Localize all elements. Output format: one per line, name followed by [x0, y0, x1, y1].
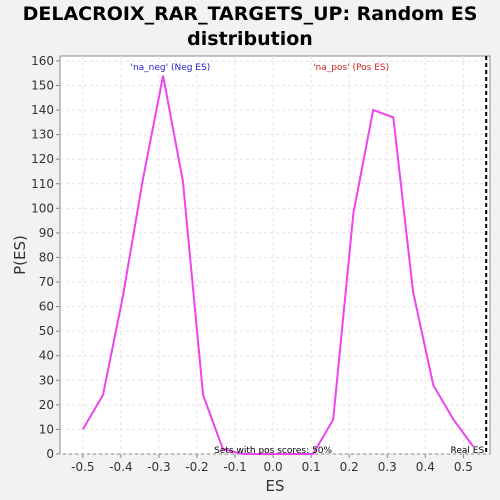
y-axis-ticks: 0 10 20 30 40 50 60 70 80 90 100 110 120 130 140 150 160 — [31, 54, 60, 461]
y-axis-title: P(ES) — [11, 235, 29, 275]
y-tick-label: 110 — [31, 177, 54, 191]
y-tick-label: 150 — [31, 78, 54, 92]
y-tick-label: 100 — [31, 201, 54, 215]
x-tick-label: -0.5 — [71, 460, 94, 474]
x-tick-label: 0.0 — [264, 460, 283, 474]
y-tick-label: 160 — [31, 54, 54, 68]
y-tick-label: 140 — [31, 103, 54, 117]
x-axis-ticks: -0.5 -0.4 -0.3 -0.2 -0.1 0.0 0.1 0.2 0.3 0.4 0.5 — [71, 454, 473, 474]
neg-es-label: 'na_neg' (Neg ES) — [130, 63, 210, 73]
y-tick-label: 40 — [39, 349, 54, 363]
y-tick-label: 120 — [31, 152, 54, 166]
chart-title: DELACROIX_RAR_TARGETS_UP: Random ES dist… — [22, 3, 478, 50]
y-tick-label: 50 — [39, 324, 54, 338]
pos-es-label: 'na_pos' (Pos ES) — [313, 63, 389, 73]
y-tick-label: 0 — [46, 447, 54, 461]
x-tick-label: 0.3 — [378, 460, 397, 474]
x-tick-label: -0.1 — [223, 460, 246, 474]
series-line — [81, 75, 475, 455]
y-tick-label: 10 — [39, 422, 54, 436]
y-tick-label: 70 — [39, 275, 54, 289]
y-tick-label: 20 — [39, 398, 54, 412]
x-axis-title: ES — [266, 477, 285, 495]
x-tick-label: 0.2 — [340, 460, 359, 474]
x-tick-label: -0.2 — [185, 460, 208, 474]
sets-pos-scores-label: Sets with pos scores: 50% — [214, 446, 332, 456]
x-tick-label: 0.4 — [416, 460, 435, 474]
x-tick-label: 0.1 — [302, 460, 321, 474]
y-tick-label: 60 — [39, 300, 54, 314]
plot-area — [59, 55, 491, 455]
x-tick-label: 0.5 — [454, 460, 473, 474]
y-tick-label: 90 — [39, 226, 54, 240]
x-tick-label: -0.4 — [109, 460, 132, 474]
grid — [60, 56, 490, 455]
x-tick-label: -0.3 — [147, 460, 170, 474]
y-tick-label: 130 — [31, 128, 54, 142]
y-tick-label: 30 — [39, 373, 54, 387]
y-tick-label: 80 — [39, 250, 54, 264]
real-es-label: Real ES — [451, 446, 485, 456]
